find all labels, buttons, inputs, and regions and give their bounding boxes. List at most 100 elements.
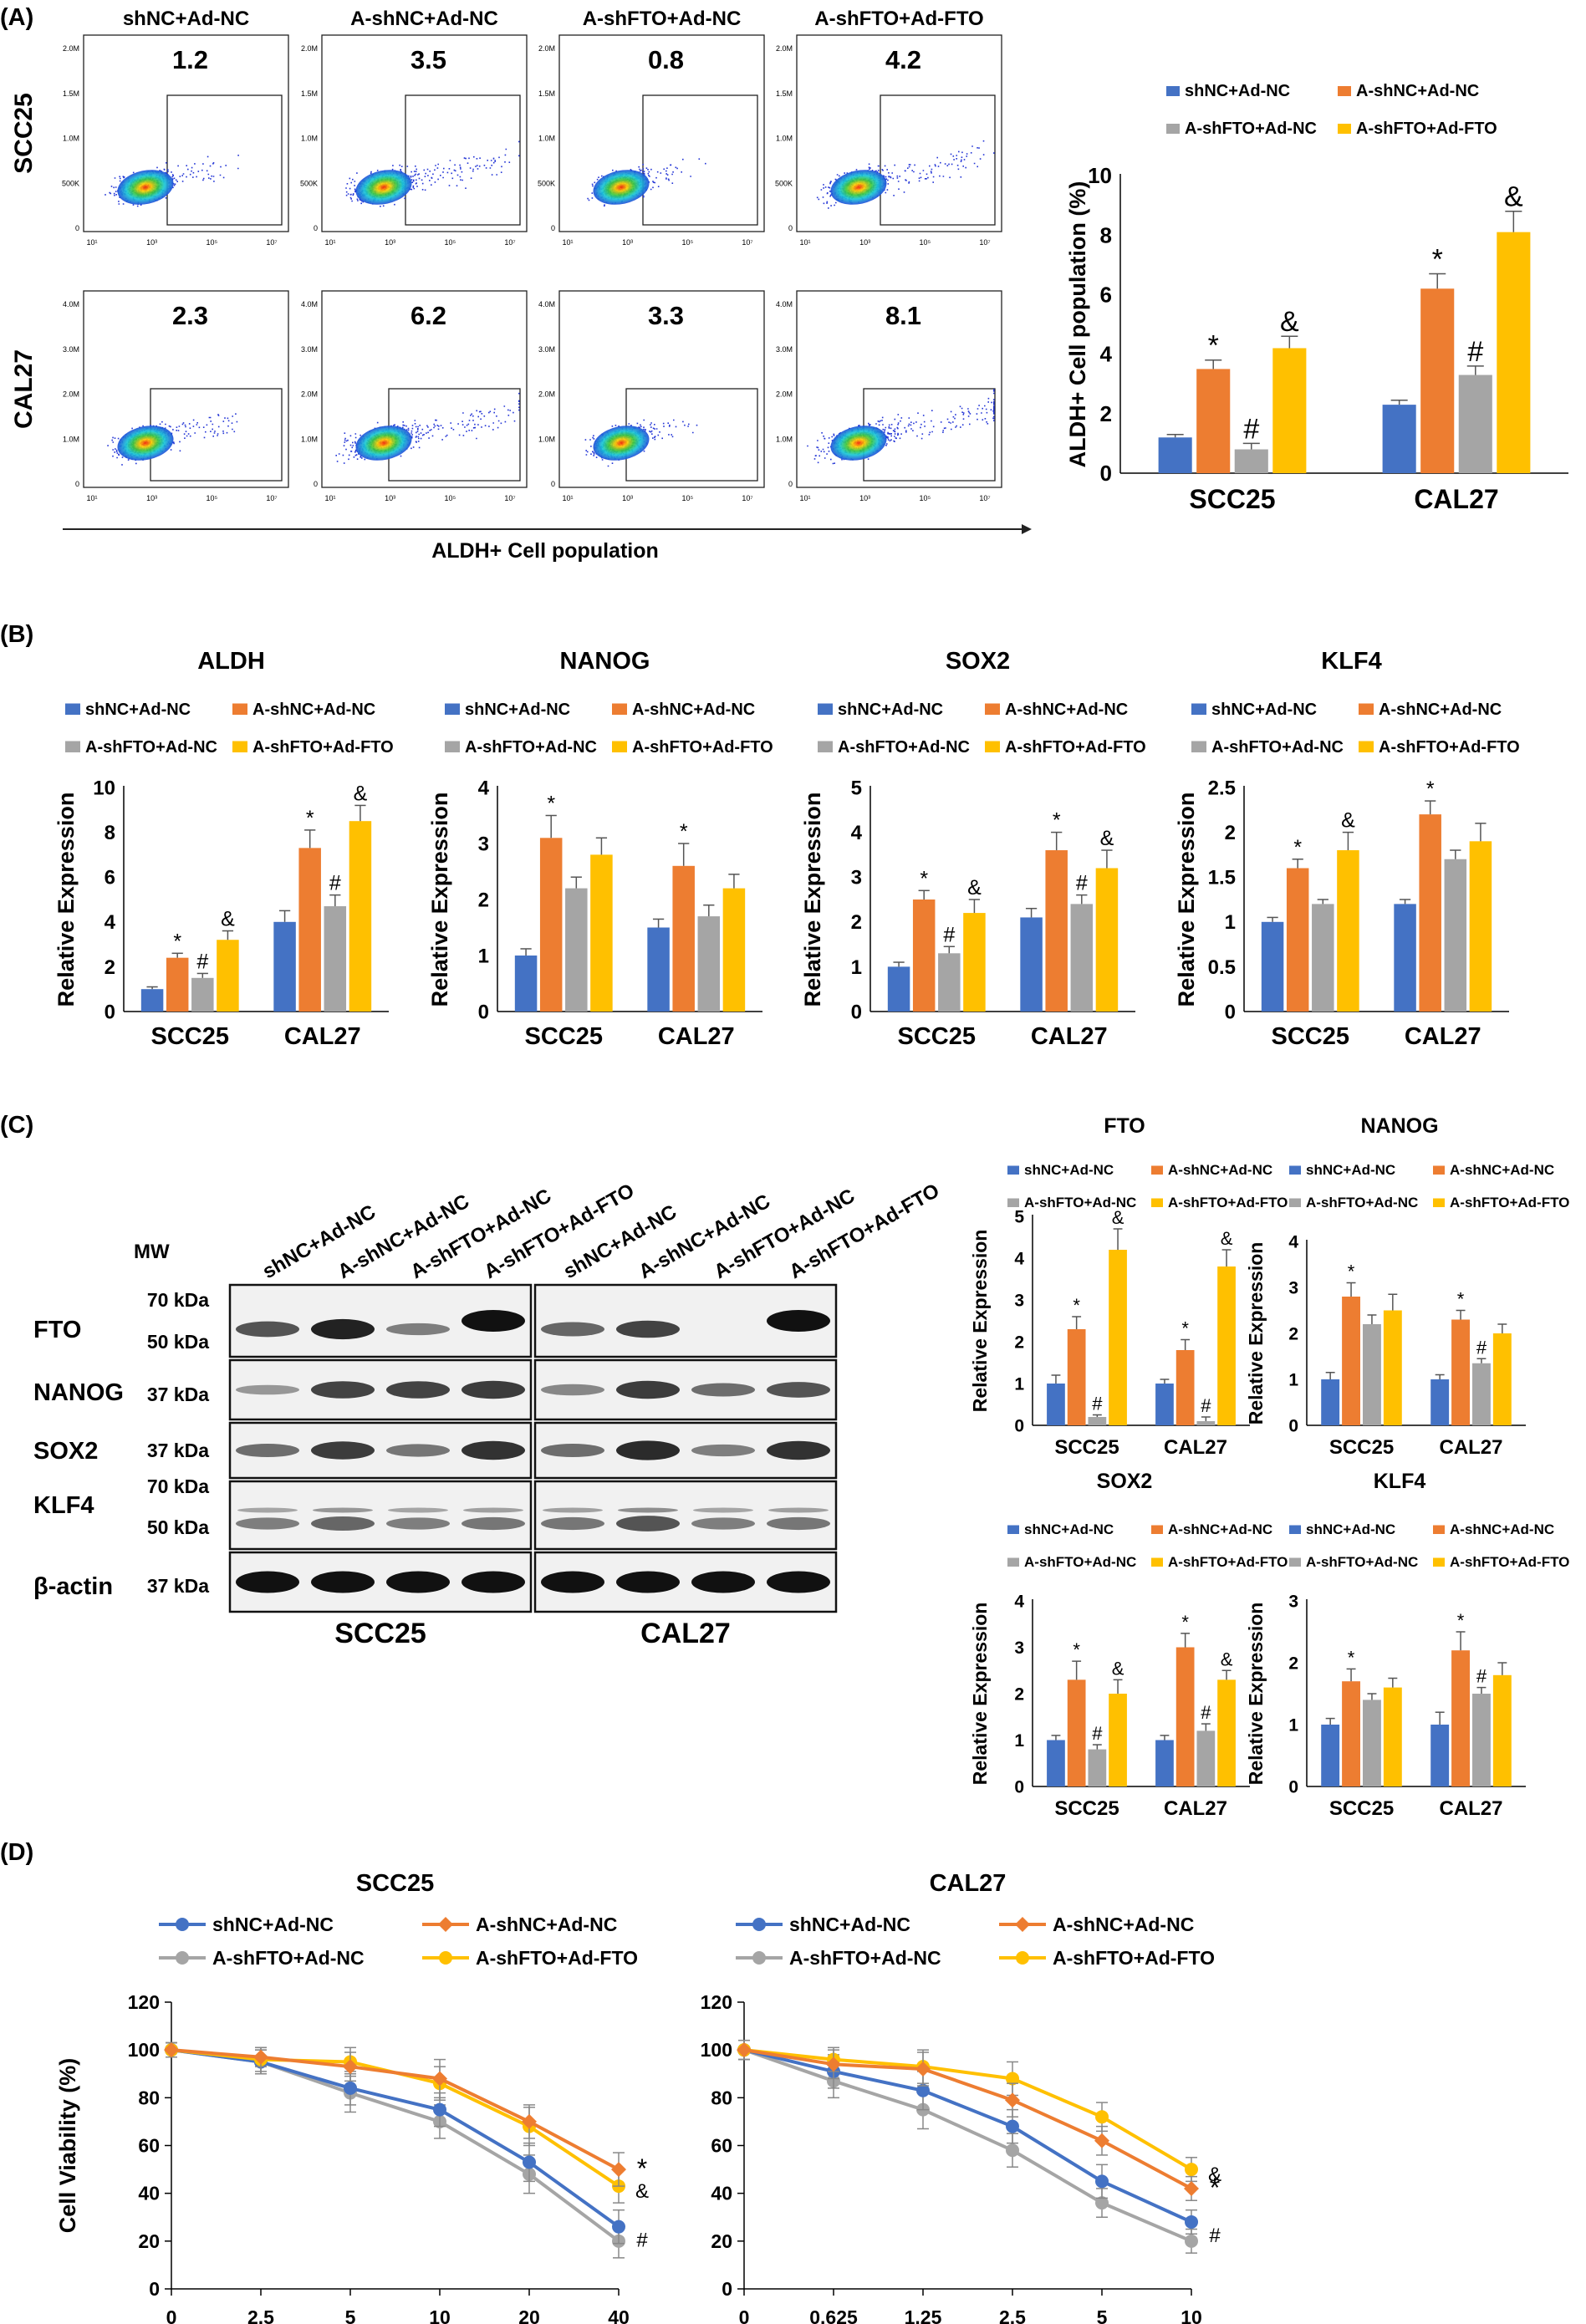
blot-band (541, 1571, 604, 1593)
x-tick-label: 2.5 (999, 2306, 1026, 2324)
significance-mark: & (1112, 1207, 1124, 1228)
legend-label: A-shFTO+Ad-NC (1306, 1195, 1418, 1210)
y-tick-label: 0 (1225, 1001, 1236, 1023)
legend-swatch (985, 703, 1000, 715)
flow-x-tick: 10³ (622, 238, 633, 247)
category-label: SCC25 (151, 1023, 230, 1050)
protein-label: NANOG (33, 1379, 124, 1406)
significance-mark: # (943, 923, 955, 946)
category-label: SCC25 (1329, 1436, 1394, 1459)
bar (722, 888, 746, 1012)
flow-x-tick: 10⁷ (979, 238, 990, 247)
data-point (432, 2071, 447, 2087)
y-tick-label: 0 (1014, 1777, 1024, 1797)
flow-plot: 0 500K 1.0M 1.5M 2.0M 10¹ 10³ 10⁵ 10⁷ 0.8 (538, 34, 765, 247)
flow-y-tick: 1.0M (776, 435, 793, 443)
legend-swatch (1151, 1525, 1163, 1534)
x-tick-label: 10 (429, 2306, 451, 2324)
flow-y-tick: 1.0M (63, 135, 79, 143)
legend-swatch (1433, 1525, 1445, 1534)
legend-swatch (1007, 1557, 1019, 1567)
category-label: CAL27 (658, 1023, 735, 1050)
data-point (737, 2042, 752, 2058)
mw-marker: 50 kDa (147, 1516, 209, 1538)
flow-x-tick: 10¹ (86, 238, 97, 247)
y-axis-label: Cell Viability (%) (55, 2058, 80, 2234)
chart-d1: SCC25 shNC+Ad-NC A-shNC+Ad-NC A-shFTO+Ad-NC… (55, 1870, 649, 2324)
flow-percent: 8.1 (885, 301, 921, 330)
chart-title: SCC25 (356, 1870, 435, 1897)
flow-y-tick: 0 (788, 224, 793, 232)
data-point (1185, 2234, 1198, 2248)
flow-y-tick: 1.0M (63, 435, 79, 443)
legend-label: A-shNC+Ad-NC (1168, 1162, 1272, 1178)
y-tick-label: 2 (478, 889, 489, 911)
legend-label: A-shFTO+Ad-NC (465, 738, 597, 757)
y-tick-label: 2 (1014, 1333, 1024, 1352)
mw-marker: 70 kDa (147, 1475, 209, 1497)
blot-box (533, 1283, 838, 1358)
flow-frame (321, 34, 528, 232)
significance-mark: * (1210, 2173, 1220, 2203)
legend-swatch (818, 703, 833, 715)
blot-band (236, 1571, 299, 1593)
significance-mark: & (1221, 1649, 1233, 1669)
flow-gate (642, 94, 758, 226)
bar (1492, 1333, 1512, 1425)
bar (1196, 1421, 1216, 1425)
blot-band (767, 1440, 830, 1460)
blot-band (541, 1384, 604, 1396)
legend-label: A-shNC+Ad-NC (1005, 701, 1128, 719)
y-tick-label: 8 (105, 822, 115, 844)
blot-frame (228, 1480, 533, 1551)
y-tick-label: 3 (478, 833, 489, 855)
chart-b2: NANOG shNC+Ad-NC A-shNC+Ad-NC A-shFTO+Ad-NC… (427, 648, 773, 1050)
flow-y-tick: 1.0M (301, 135, 318, 143)
y-tick-label: 40 (138, 2183, 160, 2204)
legend-swatch (1289, 1198, 1301, 1207)
bar (1088, 1417, 1107, 1425)
y-tick-label: 0 (851, 1001, 862, 1023)
legend-label: shNC+Ad-NC (212, 1914, 334, 1935)
data-point (1095, 2196, 1109, 2210)
flow-x-tick: 10⁵ (444, 494, 456, 502)
significance-mark: & (221, 908, 235, 931)
flow-plot: 0 500K 1.0M 1.5M 2.0M 10¹ 10³ 10⁵ 10⁷ 4.2 (775, 34, 1002, 247)
blot-frame (533, 1480, 838, 1551)
flow-y-tick: 2.0M (776, 390, 793, 399)
blot-group-label: SCC25 (334, 1618, 426, 1649)
blot-box (228, 1480, 533, 1551)
series-line (743, 2048, 1192, 2243)
blot-band (462, 1380, 525, 1399)
legend-swatch (1151, 1165, 1163, 1175)
flow-frame (558, 34, 765, 232)
blot-band (311, 1571, 375, 1593)
legend-label: A-shNC+Ad-NC (252, 701, 375, 719)
legend-swatch (1433, 1198, 1445, 1207)
bar (1109, 1250, 1127, 1425)
flow-density-core (117, 170, 174, 205)
flow-x-tick: 10⁵ (444, 238, 456, 247)
y-axis-label: Relative Expression (969, 1603, 991, 1786)
y-tick-label: 1 (478, 945, 489, 967)
flow-y-tick: 2.0M (301, 44, 318, 53)
data-point (611, 2162, 626, 2178)
flow-density-core (830, 170, 887, 205)
bar (912, 900, 936, 1012)
data-point (826, 2056, 841, 2072)
flow-x-tick: 10³ (146, 238, 157, 247)
category-label: SCC25 (1054, 1797, 1119, 1820)
flow-y-tick: 500K (62, 179, 79, 187)
blot-band (386, 1381, 450, 1399)
data-point (433, 2102, 446, 2117)
blot-band (313, 1507, 373, 1513)
flow-events (587, 158, 706, 207)
legend-swatch (1433, 1165, 1445, 1175)
flow-y-tick: 3.0M (301, 345, 318, 354)
legend-label: A-shFTO+Ad-FTO (1379, 738, 1520, 757)
data-point (1006, 2143, 1019, 2158)
bar (963, 913, 986, 1012)
y-tick-label: 1 (1014, 1731, 1024, 1751)
x-tick-label: 1.25 (905, 2306, 942, 2324)
legend-swatch (65, 703, 80, 715)
